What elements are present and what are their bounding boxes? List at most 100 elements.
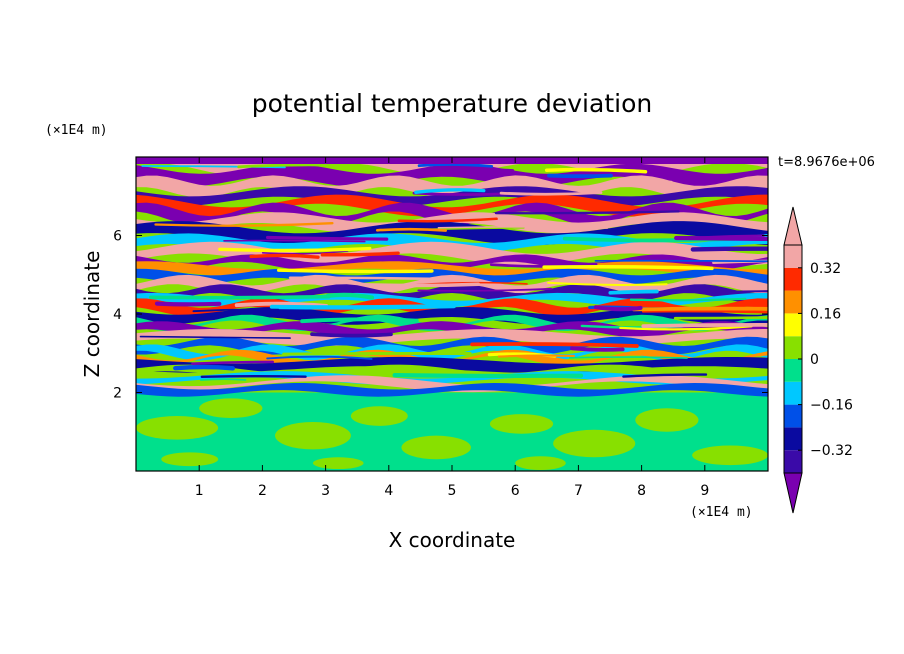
contour-filament <box>641 309 768 314</box>
x-unit-label: (×1E4 m) <box>690 505 753 520</box>
bl-patch <box>199 398 263 419</box>
contour-band <box>136 371 768 385</box>
time-label: t=8.9676e+06 <box>778 155 875 170</box>
colorbar-bin <box>784 313 802 337</box>
contour-filament <box>266 235 389 241</box>
x-tick-label: 2 <box>258 483 267 499</box>
contour-filament <box>629 297 747 302</box>
contour-filament <box>269 303 457 310</box>
contour-bands <box>136 157 768 471</box>
contour-filament <box>375 227 447 232</box>
contour-filament <box>497 354 576 358</box>
contour-filament <box>417 287 553 292</box>
chart-title: potential temperature deviation <box>252 89 652 118</box>
colorbar-tick-label: 0 <box>810 352 819 368</box>
contour-filament <box>300 317 419 324</box>
x-tick-label: 6 <box>511 483 520 499</box>
contour-filament <box>470 342 639 348</box>
x-axis: 1 2 3 4 5 6 7 8 9 <box>195 157 709 499</box>
contour-filament <box>397 217 498 223</box>
contour-filament <box>568 356 688 359</box>
contour-filament <box>613 178 673 185</box>
contour-filament <box>712 259 768 265</box>
y-unit-label: (×1E4 m) <box>45 123 108 138</box>
contour-filament <box>288 276 477 281</box>
bl-patch <box>350 406 408 426</box>
contour-filament <box>631 306 768 312</box>
colorbar-bin <box>784 245 802 268</box>
contour-filament <box>414 188 486 194</box>
contour-filament <box>266 355 373 360</box>
contour-band <box>136 186 768 207</box>
bl-patch <box>692 445 768 466</box>
contour-filament <box>261 250 349 255</box>
colorbar-bin <box>784 267 802 291</box>
y-axis-label: Z coordinate <box>80 251 104 378</box>
contour-filament <box>412 191 510 197</box>
contour-band <box>136 307 768 325</box>
contour-filament <box>282 351 472 356</box>
contour-filament <box>547 173 613 179</box>
contour-filament <box>622 373 708 378</box>
contour-filament <box>608 289 659 295</box>
contour-band <box>136 194 768 217</box>
contour-filament <box>200 375 307 378</box>
contour-band <box>136 321 768 338</box>
contour-band <box>136 241 768 266</box>
bl-patch <box>312 457 364 470</box>
contour-filament <box>141 165 286 169</box>
x-tick-label: 9 <box>700 483 709 499</box>
colorbar-bin <box>784 381 802 405</box>
colorbar-bin <box>784 336 802 359</box>
colorbar-bin <box>784 450 802 473</box>
contour-filament <box>673 316 768 320</box>
bl-patch <box>161 452 219 467</box>
colorbar-tick-label: 0.16 <box>810 306 841 322</box>
contour-filament <box>154 301 222 307</box>
contour-filament <box>173 364 235 371</box>
colorbar-bin <box>784 359 802 382</box>
contour-filament <box>593 305 643 312</box>
x-tick-label: 8 <box>637 483 646 499</box>
bl-patch <box>275 421 351 450</box>
contour-filament <box>499 191 603 196</box>
x-tick-label: 3 <box>321 483 330 499</box>
colorbar-tick-label: 0.32 <box>810 261 841 277</box>
contour-filament <box>494 210 680 215</box>
colorbar-bin <box>784 290 802 314</box>
contour-filament <box>310 332 393 338</box>
contour-filament <box>139 335 291 339</box>
colorbar-bin <box>784 404 802 428</box>
contour-filament <box>218 246 372 253</box>
colorbar-tick-label: −0.16 <box>810 398 853 414</box>
contour-band <box>136 202 768 225</box>
contour-filament <box>690 246 768 252</box>
contour-filament <box>200 378 247 381</box>
y-tick-label: 4 <box>113 307 122 323</box>
contour-filament <box>437 226 609 229</box>
contour-filament <box>149 294 331 300</box>
colorbar-bin <box>784 427 802 451</box>
contour-filament <box>570 346 625 352</box>
y-axis: 2 4 6 <box>113 229 768 402</box>
y-tick-label: 6 <box>113 229 122 245</box>
bl-patch <box>136 416 219 440</box>
contour-filament <box>542 264 714 271</box>
contour-filament <box>544 167 648 174</box>
bl-patch <box>635 408 699 432</box>
contour-filament <box>681 290 768 293</box>
contour-filament <box>223 239 366 243</box>
contour-filament <box>320 251 400 257</box>
plot-area <box>136 157 768 471</box>
contour-filament <box>619 325 753 331</box>
colorbar-extend-min <box>783 472 803 514</box>
colorbar-tick-label: −0.32 <box>810 443 853 459</box>
x-axis-label: X coordinate <box>389 528 516 552</box>
contour-filament <box>325 292 375 300</box>
contour-filament <box>362 282 481 288</box>
contour-band <box>136 375 768 393</box>
contour-filament <box>237 163 357 169</box>
contour-band <box>136 383 768 397</box>
colorbar: 0.32 0.16 0 −0.16 −0.32 <box>783 206 853 514</box>
